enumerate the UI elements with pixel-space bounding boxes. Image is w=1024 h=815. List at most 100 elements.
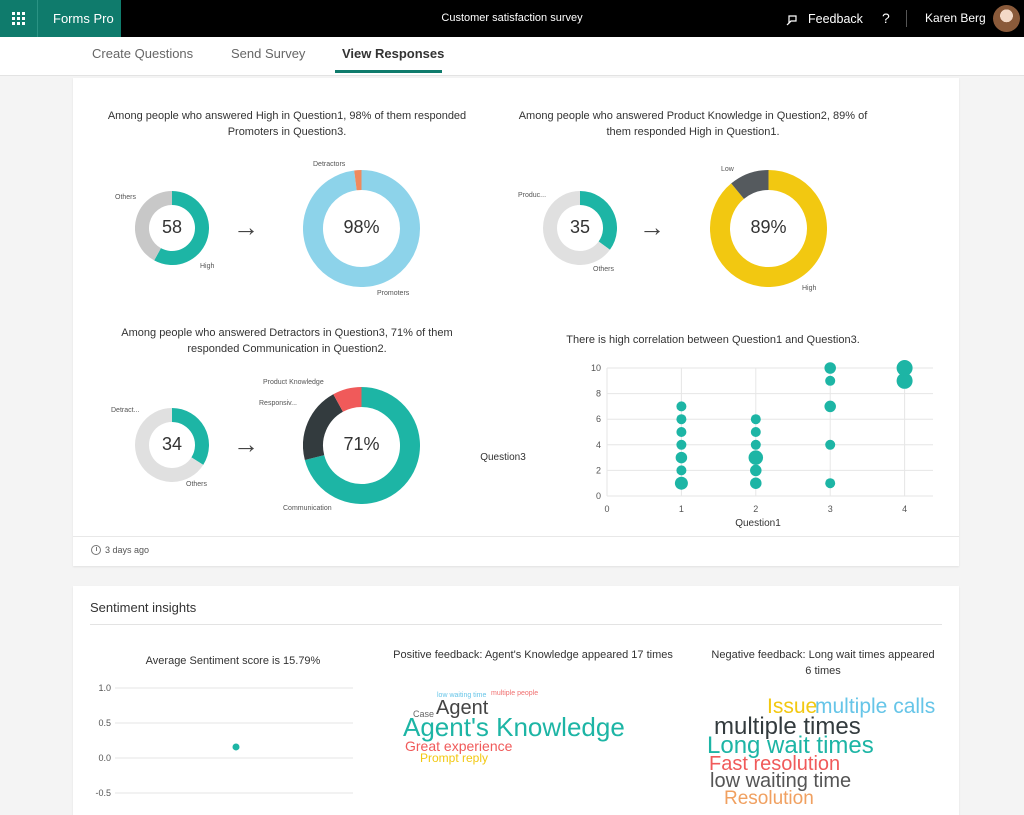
donut-slice	[731, 170, 770, 200]
scatter-point[interactable]	[750, 477, 762, 489]
scatter-point[interactable]	[825, 478, 836, 489]
word-cloud-term: multiple calls	[815, 695, 936, 718]
donut-label: Others	[115, 194, 137, 201]
y-tick-label: 8	[596, 389, 601, 399]
donut-slice	[304, 387, 420, 504]
scatter-point[interactable]	[824, 362, 836, 374]
app-launcher-icon[interactable]	[0, 0, 37, 37]
chart-title: There is high correlation between Questi…	[566, 334, 860, 346]
x-tick-label: 0	[604, 504, 609, 514]
arrow-right-icon: →	[233, 429, 259, 459]
sentiment-title: Sentiment insights	[90, 600, 197, 615]
nav-tabs: Create Questions Send Survey View Respon…	[0, 37, 1024, 76]
user-name[interactable]: Karen Berg	[925, 11, 986, 25]
active-tab-indicator	[335, 70, 442, 73]
tab-create-questions[interactable]: Create Questions	[92, 46, 194, 61]
scatter-point[interactable]	[824, 400, 836, 413]
donut-label: Others	[593, 266, 615, 273]
arrow-right-icon: →	[233, 212, 259, 242]
x-axis-label: Question1	[735, 518, 781, 529]
donut-slice	[171, 408, 209, 465]
insight-caption: Among people who answered Product Knowle…	[518, 110, 868, 138]
scatter-point[interactable]	[750, 427, 761, 437]
y-tick-label: 0	[596, 491, 601, 501]
donut-label: Detractors	[313, 161, 346, 168]
donut-big-1	[303, 170, 420, 287]
avatar[interactable]	[993, 5, 1020, 32]
scatter-point[interactable]	[232, 743, 240, 751]
y-tick-label: 10	[591, 363, 601, 373]
donut-label: Low	[721, 166, 734, 173]
positive-feedback-caption: Positive feedback: Agent's Knowledge app…	[393, 649, 673, 661]
tab-view-responses[interactable]: View Responses	[342, 46, 445, 61]
donut-slice	[154, 191, 209, 265]
scatter-point[interactable]	[676, 465, 687, 476]
clock-icon	[91, 545, 101, 555]
x-tick-label: 2	[753, 504, 758, 514]
sentiment-score-chart: 1.0 0.5 0.0 -0.5	[95, 683, 353, 798]
scatter-point[interactable]	[896, 360, 913, 376]
y-axis-label: Question3	[480, 452, 526, 463]
scatter-point[interactable]	[676, 439, 687, 450]
scatter-point[interactable]	[750, 464, 762, 477]
scatter-point[interactable]	[676, 401, 687, 412]
timestamp: 3 days ago	[105, 545, 150, 555]
donut-label: Produc...	[518, 192, 547, 199]
word-cloud-term: low waiting time	[710, 770, 852, 792]
feedback-icon	[786, 14, 797, 25]
scatter-point[interactable]	[750, 439, 761, 450]
donut-label: Responsiv...	[259, 400, 297, 407]
scatter-point[interactable]	[825, 375, 836, 386]
donut-small-3	[135, 408, 209, 482]
word-cloud-term: Great experience	[405, 738, 513, 754]
scatter-point[interactable]	[676, 427, 687, 437]
app-name[interactable]: Forms Pro	[37, 0, 121, 37]
word-cloud-term: Long wait times	[707, 732, 874, 759]
donut-label: High	[802, 285, 817, 292]
donut-center-value: 35	[569, 217, 591, 237]
word-cloud-term: Prompt reply	[420, 751, 489, 765]
donut-small-1	[135, 191, 209, 265]
y-tick-label: 1.0	[98, 683, 111, 693]
donut-small-2	[543, 191, 617, 265]
scatter-point[interactable]	[748, 450, 764, 465]
donut-slice	[710, 170, 827, 287]
y-tick-label: 0.5	[98, 718, 111, 728]
negative-feedback-caption: Negative feedback: Long wait times appea…	[711, 649, 935, 677]
donut-center-value: 71%	[343, 434, 380, 454]
scatter-point[interactable]	[674, 476, 688, 490]
word-cloud-term: Resolution	[724, 788, 814, 809]
x-tick-label: 3	[828, 504, 833, 514]
x-tick-label: 1	[679, 504, 684, 514]
donut-slice	[333, 387, 362, 412]
y-tick-label: 4	[596, 440, 601, 450]
survey-title: Customer satisfaction survey	[441, 12, 583, 24]
scatter-point[interactable]	[896, 372, 913, 389]
donut-slice	[303, 394, 344, 461]
word-cloud-term: Agent's Knowledge	[403, 712, 625, 742]
y-tick-label: 0.0	[98, 753, 111, 763]
donut-center-value: 58	[161, 217, 183, 237]
donut-big-2	[710, 170, 827, 287]
donut-center-value: 98%	[343, 217, 380, 237]
insights-card: Among people who answered High in Questi…	[73, 78, 959, 566]
scatter-point[interactable]	[825, 439, 836, 450]
donut-slice	[543, 191, 610, 265]
donut-slice	[303, 170, 420, 287]
y-tick-label: 2	[596, 465, 601, 475]
scatter-point[interactable]	[750, 414, 761, 425]
donut-label: Promoters	[377, 290, 410, 297]
scatter-point[interactable]	[676, 414, 687, 425]
arrow-right-icon: →	[639, 212, 665, 242]
correlation-scatter-chart: 0246810012345 Question3 Question1	[480, 360, 933, 529]
feedback-label: Feedback	[808, 11, 863, 26]
sentiment-card: Sentiment insights Average Sentiment sco…	[73, 586, 959, 815]
help-icon[interactable]: ?	[882, 10, 890, 26]
word-cloud-term: multiple times	[714, 713, 861, 740]
feedback-button[interactable]: Feedback	[786, 0, 863, 37]
donut-slice	[135, 408, 204, 482]
chart-title: Average Sentiment score is 15.79%	[145, 655, 321, 667]
x-tick-label: 4	[902, 504, 907, 514]
scatter-point[interactable]	[675, 451, 688, 464]
tab-send-survey[interactable]: Send Survey	[231, 46, 306, 61]
